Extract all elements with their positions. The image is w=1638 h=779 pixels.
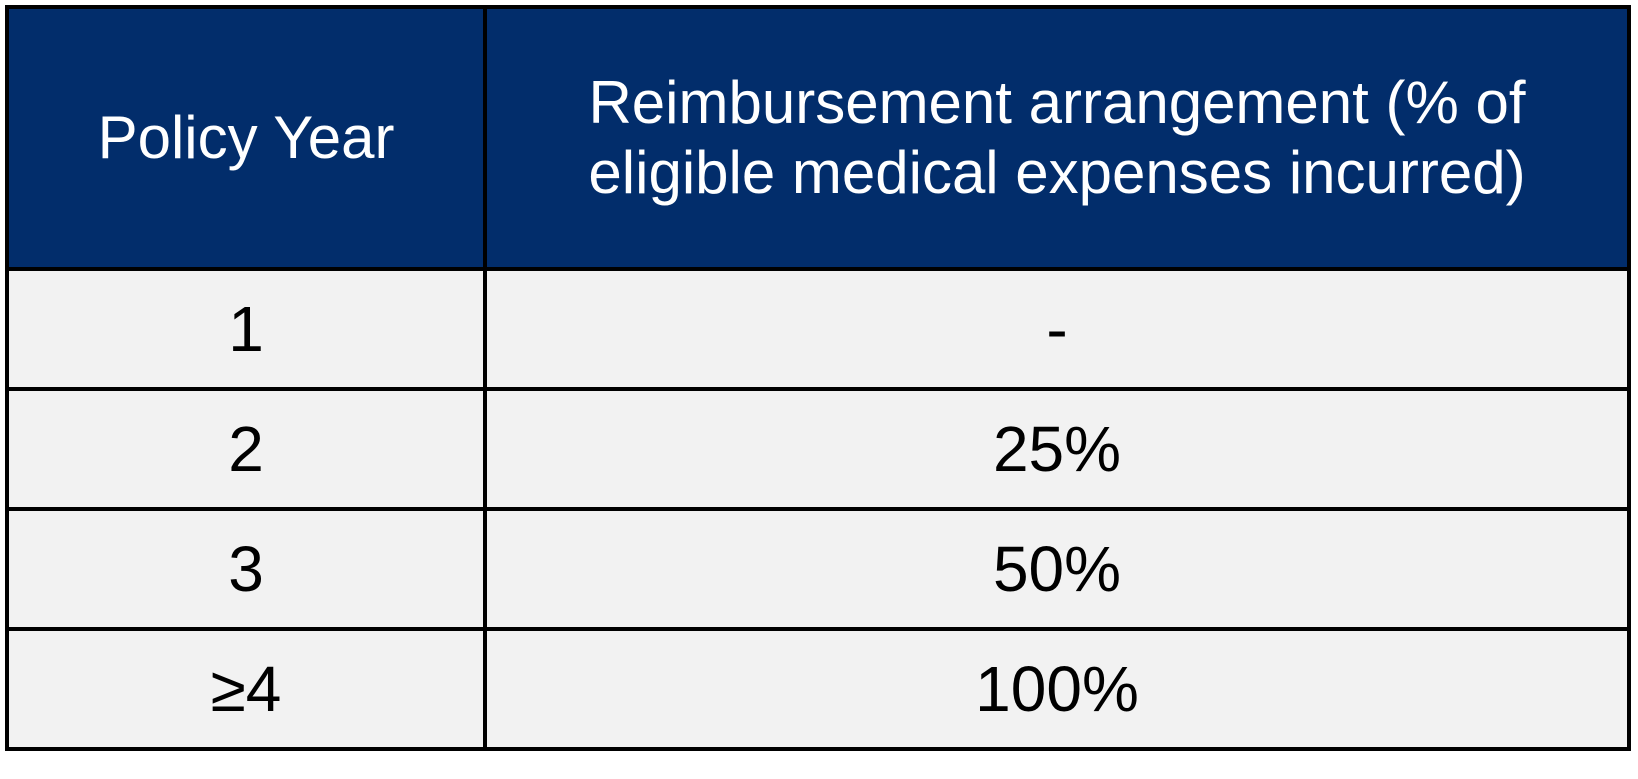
header-cell: Reimbursement arrangement (% of eligible… [483,5,1631,271]
header-row: Policy Year Reimbursement arrangement (% … [5,5,1631,271]
policy-year-cell: 2 [5,387,487,511]
policy-year-cell: 1 [5,267,487,391]
header-cell: Policy Year [5,5,487,271]
reimbursement-cell: 100% [483,627,1631,751]
reimbursement-cell: 50% [483,507,1631,631]
table-body: 1-2 25% 3 50% ≥4 100% [5,267,1631,751]
header-text: Policy Year [97,104,395,171]
table-row: 3 50% [5,507,1631,631]
reimbursement-table: Policy Year Reimbursement arrangement (% … [5,5,1631,751]
table-row: 1- [5,267,1631,391]
table-row: 2 25% [5,387,1631,511]
table-container: Policy Year Reimbursement arrangement (% … [5,5,1631,751]
reimbursement-cell: - [483,267,1631,391]
reimbursement-cell: 25% [483,387,1631,511]
policy-year-cell: ≥4 [5,627,487,751]
header-text: Reimbursement arrangement (% of eligible… [588,69,1526,206]
policy-year-cell: 3 [5,507,487,631]
table-row: ≥4 100% [5,627,1631,751]
